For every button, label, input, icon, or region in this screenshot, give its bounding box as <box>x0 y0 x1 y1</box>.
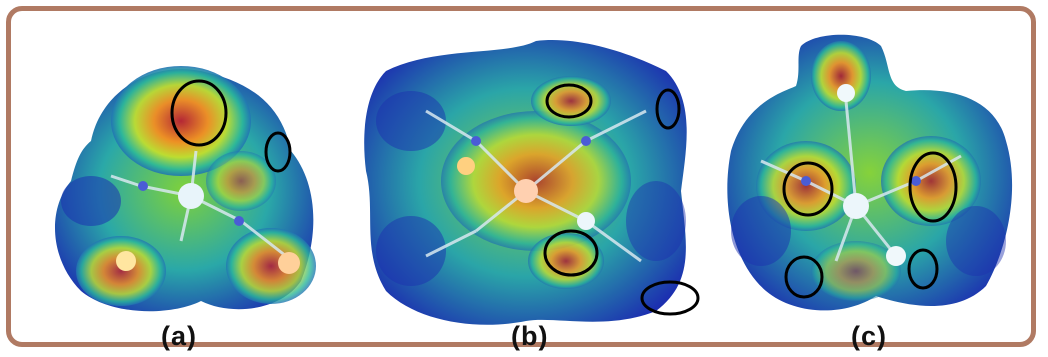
highlight-ring <box>640 280 700 316</box>
panel-a: (a) <box>31 31 341 351</box>
panel-label-c: (c) <box>851 321 887 351</box>
panel-label-a: (a) <box>161 321 197 351</box>
molecular-surface-a <box>54 66 316 312</box>
panel-c: (c) <box>706 31 1026 351</box>
highlight-ring <box>170 79 228 147</box>
highlight-ring <box>784 255 824 299</box>
highlight-ring <box>908 151 958 223</box>
highlight-ring <box>545 83 593 119</box>
highlight-ring <box>782 161 834 217</box>
highlight-ring <box>655 88 681 130</box>
molecular-surface-c <box>727 34 1013 311</box>
highlight-ring <box>543 229 599 277</box>
panel-b: (b) <box>356 31 701 351</box>
highlight-ring <box>907 248 939 290</box>
molecular-surface-b <box>364 40 700 325</box>
figure-frame: (a) <box>6 6 1036 351</box>
panel-label-b: (b) <box>511 321 549 351</box>
highlight-ring <box>264 131 292 173</box>
central-atom <box>178 183 204 209</box>
